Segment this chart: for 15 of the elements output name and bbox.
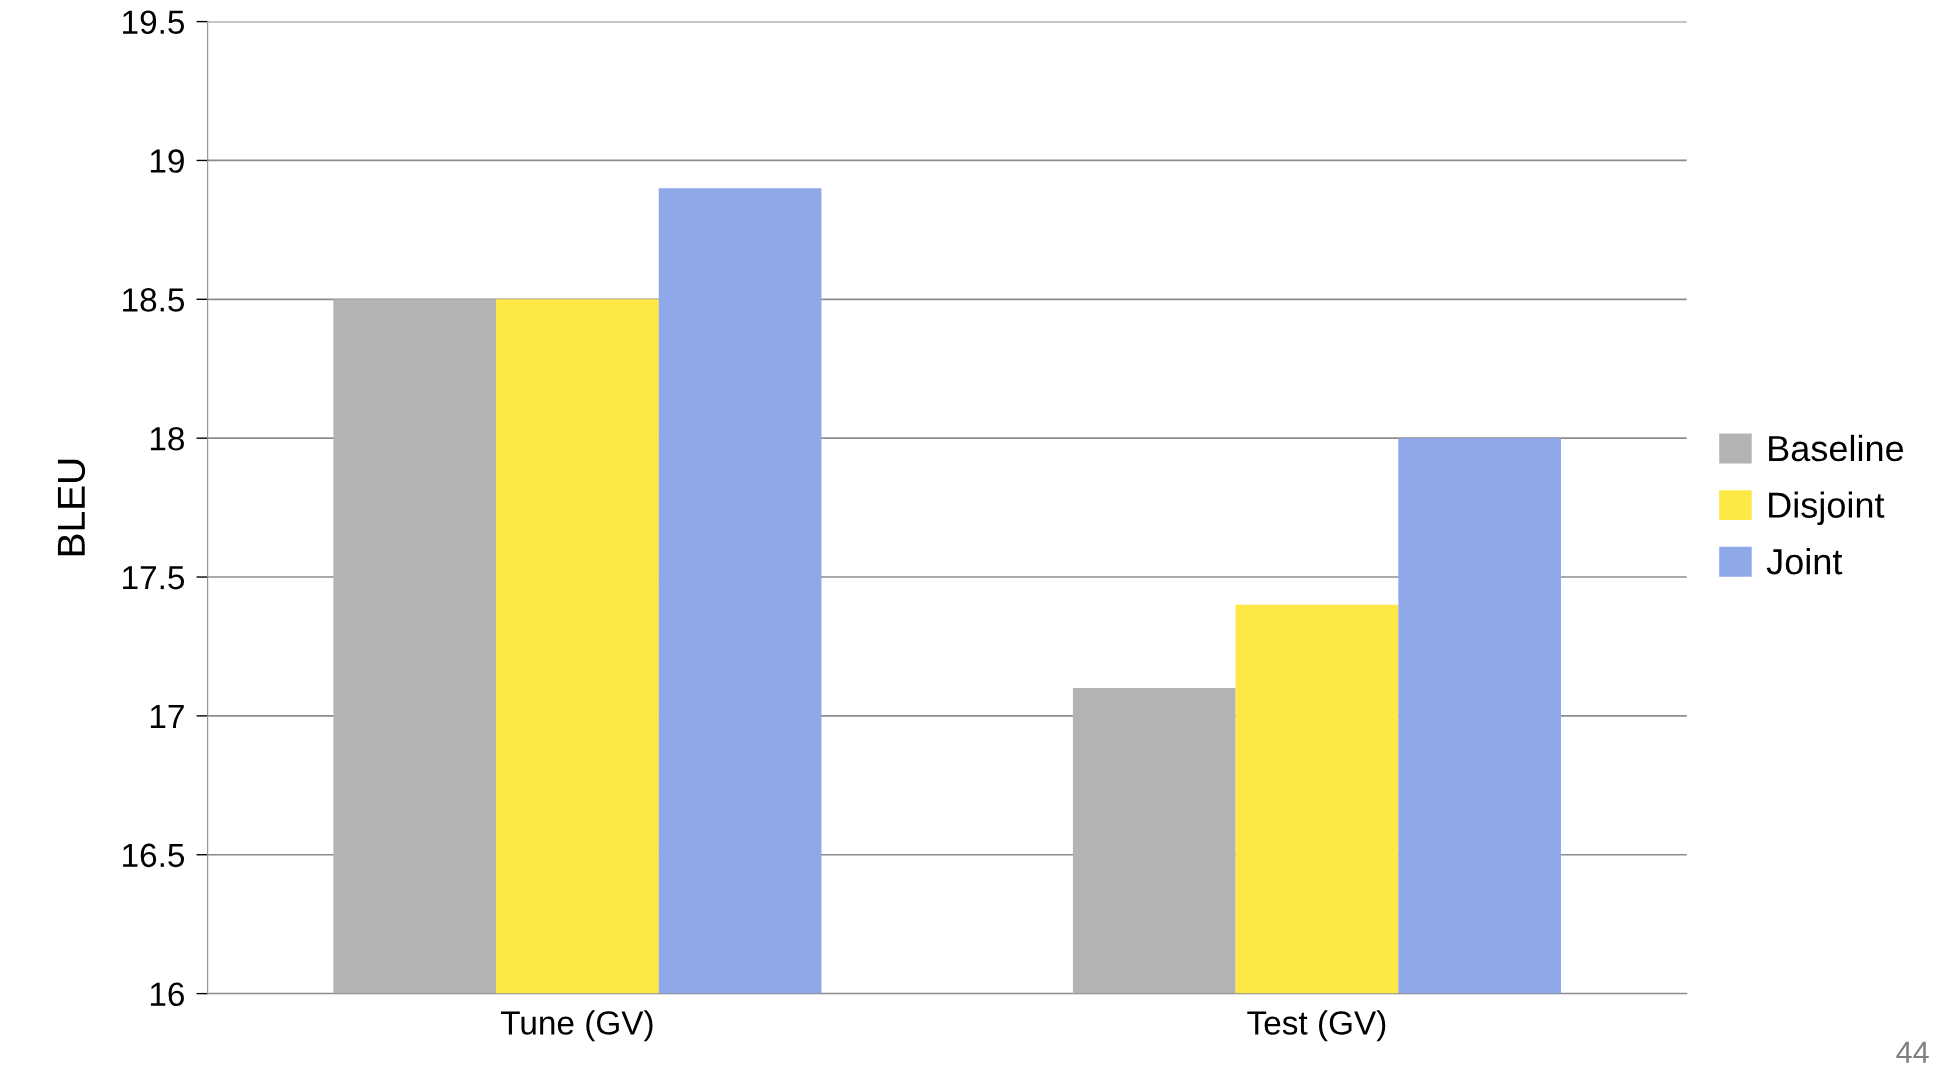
y-tick-label: 16.5 (123, 843, 185, 868)
y-tick-label: 17 (150, 705, 184, 728)
y-tick-label: 17.5 (123, 566, 185, 590)
legend-label: Baseline (1769, 434, 1904, 462)
text: 44 (1896, 1041, 1929, 1063)
y-tick-label: 19 (150, 149, 184, 173)
y-tick-label: 18 (150, 426, 184, 451)
y-tick-label: 19.5 (123, 10, 185, 35)
y-tick-label: 16 (150, 982, 184, 1007)
legend-label: Disjoint (1769, 491, 1885, 526)
y-tick-label: 18.5 (123, 288, 185, 312)
x-tick-label: Test (GV) (1247, 1010, 1386, 1042)
x-tick-label: Tune (GV) (501, 1010, 653, 1042)
y-axis-title: BLEU (57, 459, 86, 556)
legend-label: Joint (1766, 548, 1843, 575)
